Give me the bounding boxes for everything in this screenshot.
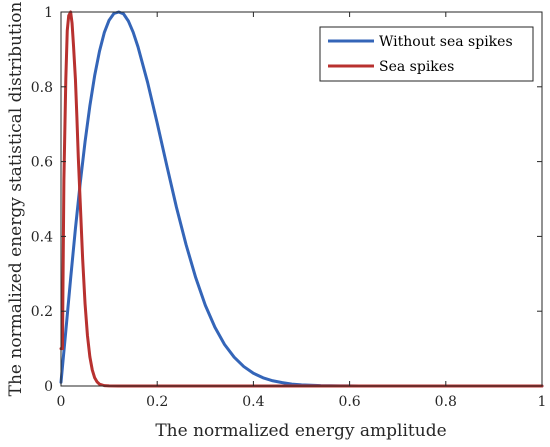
- x-axis-label: The normalized energy amplitude: [155, 421, 446, 441]
- plot-frame: [60, 11, 543, 387]
- x-axis-ticks: 0 0.2 0.4 0.6 0.8 1: [57, 12, 547, 410]
- x-tick-label-4: 0.8: [435, 394, 457, 410]
- x-tick-label-3: 0.6: [338, 394, 360, 410]
- legend-label-sea-spikes: Sea spikes: [379, 59, 454, 75]
- legend-label-without-sea-spikes: Without sea spikes: [379, 34, 513, 50]
- y-tick-label-4: 0.8: [31, 80, 53, 96]
- y-tick-label-3: 0.6: [31, 155, 53, 171]
- legend: Without sea spikes Sea spikes: [319, 26, 534, 82]
- y-tick-label-2: 0.4: [31, 229, 53, 245]
- x-tick-label-2: 0.4: [242, 394, 264, 410]
- legend-box: [319, 26, 534, 82]
- y-axis-label: The normalized energy statistical distri…: [6, 2, 26, 397]
- x-tick-label-0: 0: [57, 394, 66, 410]
- y-tick-label-5: 1: [44, 5, 53, 21]
- x-tick-label-5: 1: [538, 394, 547, 410]
- y-axis-ticks: 0 0.2 0.4 0.6 0.8 1: [31, 5, 542, 395]
- x-tick-label-1: 0.2: [146, 394, 168, 410]
- y-tick-label-0: 0: [44, 379, 53, 395]
- y-tick-label-1: 0.2: [31, 304, 53, 320]
